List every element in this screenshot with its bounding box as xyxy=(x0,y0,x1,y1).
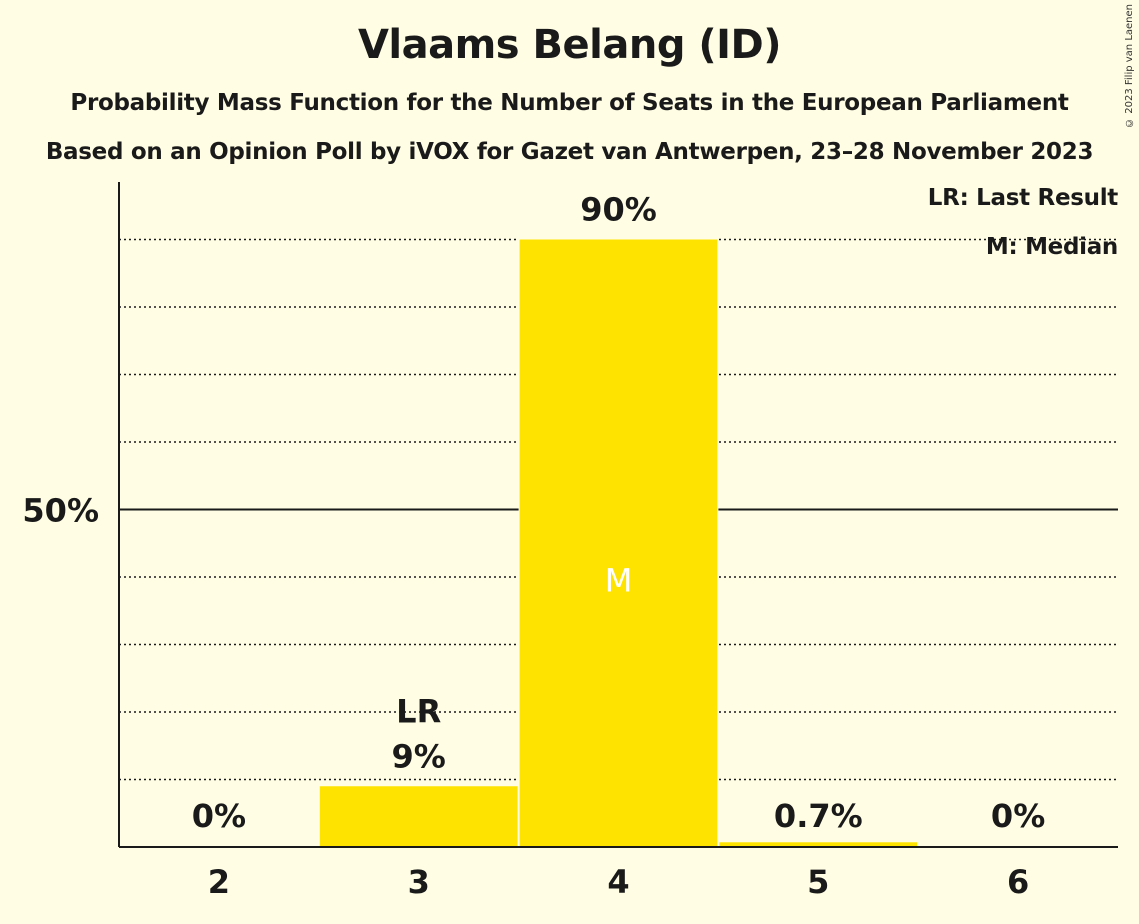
x-tick-label: 4 xyxy=(607,863,629,901)
x-tick-label: 2 xyxy=(208,863,230,901)
bar-value-label: 9% xyxy=(392,737,446,775)
bar-value-label: 90% xyxy=(580,191,657,229)
x-tick-label: 3 xyxy=(408,863,430,901)
legend-last-result: LR: Last Result xyxy=(927,185,1119,211)
bar-value-label: 0.7% xyxy=(774,797,863,835)
bar xyxy=(519,239,718,847)
chart-title: Vlaams Belang (ID) xyxy=(357,22,782,68)
bar-value-label: 0% xyxy=(991,797,1045,835)
median-marker: M xyxy=(605,561,633,599)
legend-median: M: Median xyxy=(985,234,1118,260)
bar xyxy=(719,842,918,847)
chart-source-line: Based on an Opinion Poll by iVOX for Gaz… xyxy=(45,139,1094,165)
x-tick-label: 6 xyxy=(1007,863,1029,901)
y-tick-label: 50% xyxy=(22,492,99,530)
chart-subtitle: Probability Mass Function for the Number… xyxy=(70,90,1069,116)
bar-value-label: 0% xyxy=(192,797,246,835)
last-result-marker: LR xyxy=(396,692,441,730)
bar xyxy=(319,786,518,847)
x-tick-label: 5 xyxy=(807,863,829,901)
